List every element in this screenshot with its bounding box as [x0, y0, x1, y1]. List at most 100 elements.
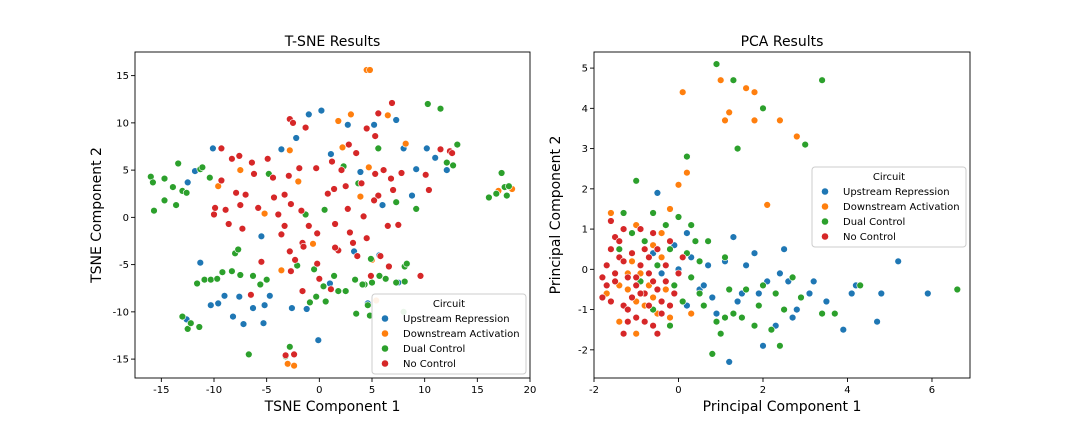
legend-marker: [821, 202, 829, 211]
plot-frame: [593, 51, 971, 379]
pca-panel: PCA Results -2 0 2 4 6 -2 -1 0 1 2 3 4 5 Principal Com…: [548, 34, 971, 415]
legend-box: [371, 293, 527, 375]
data-point: [424, 100, 432, 108]
data-point: [322, 297, 330, 306]
data-point: [449, 161, 457, 170]
data-point: [624, 273, 632, 282]
x-tick-label: -2: [589, 385, 599, 396]
data-point: [755, 289, 763, 298]
data-point: [771, 289, 780, 298]
data-point: [503, 191, 511, 200]
y-tick-label: 5: [582, 64, 588, 75]
data-point: [695, 257, 704, 265]
series-dual-control: [615, 60, 961, 358]
x-tick-label: 6: [929, 385, 935, 396]
data-point: [759, 342, 767, 350]
legend-entry: Downstream Activation: [843, 202, 960, 213]
data-point: [277, 230, 286, 239]
data-point: [193, 279, 201, 288]
data-point: [877, 289, 885, 298]
data-point: [607, 297, 615, 306]
data-point: [615, 318, 623, 326]
data-point: [363, 124, 371, 133]
data-point: [289, 119, 297, 127]
data-point: [353, 252, 361, 260]
legend-marker: [381, 359, 389, 368]
data-point: [330, 272, 338, 280]
data-point: [210, 210, 218, 219]
data-point: [712, 318, 721, 326]
data-point: [624, 318, 632, 326]
data-point: [305, 110, 313, 119]
data-point: [221, 206, 230, 214]
data-point: [378, 201, 387, 209]
data-point: [505, 182, 513, 190]
data-point: [374, 109, 382, 118]
data-point: [319, 282, 328, 290]
x-tick-label: 0: [316, 385, 322, 396]
data-point: [662, 277, 670, 286]
data-point: [924, 289, 932, 298]
data-point: [632, 330, 640, 338]
data-point: [286, 247, 294, 256]
data-point: [443, 166, 451, 174]
data-point: [184, 178, 192, 187]
legend-marker: [381, 329, 389, 338]
data-point: [729, 76, 738, 84]
data-point: [315, 275, 323, 283]
data-point: [312, 164, 320, 172]
legend-marker: [381, 314, 389, 323]
y-tick-label: 1: [582, 225, 588, 236]
data-point: [228, 155, 236, 163]
data-point: [281, 351, 290, 359]
legend-marker: [821, 232, 829, 241]
data-point: [793, 132, 801, 141]
y-tick-label: 15: [116, 71, 129, 82]
data-point: [425, 186, 433, 194]
data-point: [198, 163, 207, 172]
data-point: [298, 287, 307, 295]
data-point: [287, 200, 295, 208]
data-point: [704, 261, 712, 269]
data-point: [657, 229, 666, 237]
data-point: [780, 305, 788, 314]
data-point: [301, 123, 310, 132]
data-point: [236, 166, 245, 174]
data-point: [657, 309, 666, 318]
series-upstream-repression: [649, 189, 932, 366]
data-point: [241, 191, 250, 199]
data-point: [670, 289, 678, 298]
chart-title: T-SNE Results: [284, 34, 381, 50]
data-point: [259, 319, 268, 327]
data-point: [235, 293, 244, 301]
data-point: [725, 108, 733, 117]
data-point: [299, 243, 308, 251]
data-point: [209, 144, 217, 153]
data-point: [236, 271, 245, 279]
data-point: [632, 313, 640, 322]
data-point: [297, 207, 306, 215]
data-point: [375, 272, 384, 280]
data-point: [402, 140, 410, 148]
data-point: [423, 144, 431, 153]
data-point: [384, 111, 392, 120]
data-point: [485, 193, 493, 202]
data-point: [286, 343, 294, 351]
data-point: [236, 201, 245, 209]
data-point: [497, 169, 506, 177]
data-point: [217, 144, 226, 153]
data-point: [700, 301, 708, 310]
data-point: [657, 269, 666, 278]
data-point: [653, 189, 662, 197]
plot-frame: [134, 51, 531, 379]
data-point: [174, 159, 182, 168]
data-point: [619, 209, 628, 217]
data-point: [666, 301, 674, 310]
data-point: [376, 252, 385, 260]
data-point: [225, 220, 233, 228]
data-point: [280, 222, 289, 230]
data-point: [401, 277, 409, 286]
data-point: [894, 257, 902, 265]
data-point: [649, 229, 657, 237]
